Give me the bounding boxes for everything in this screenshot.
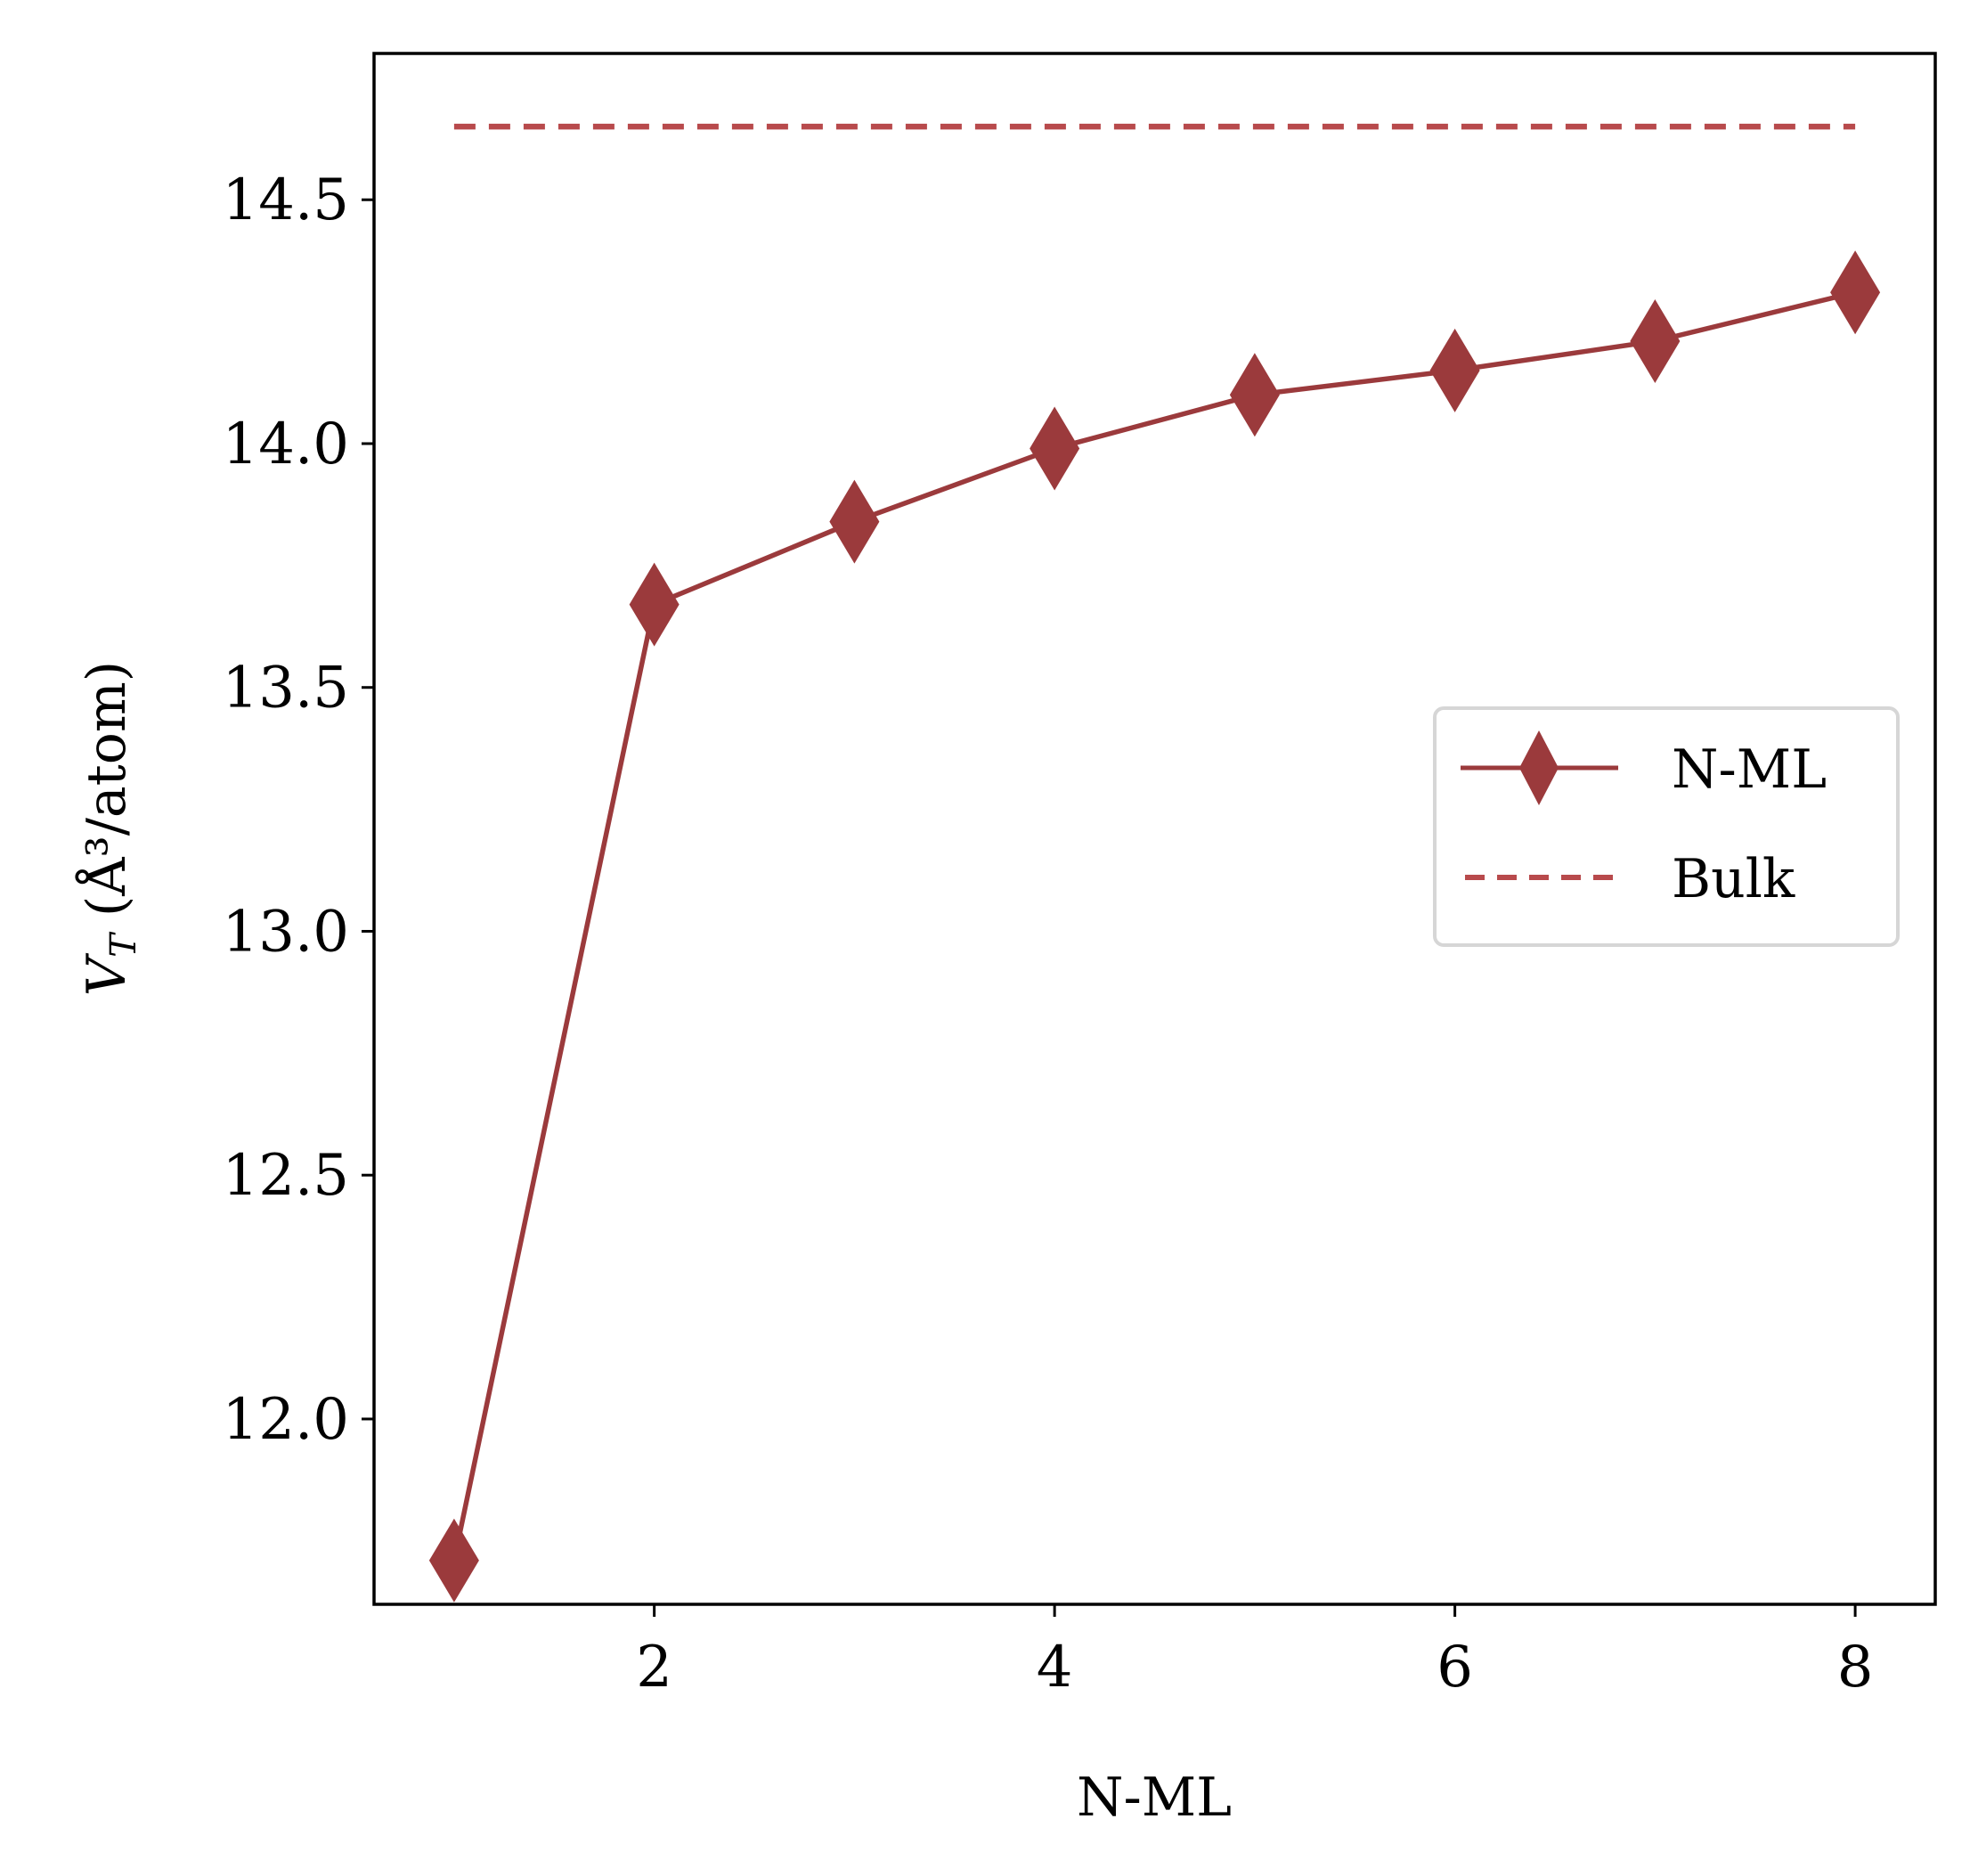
x-axis-label: N-ML bbox=[1077, 1766, 1232, 1829]
y-tick-label: 14.0 bbox=[223, 412, 350, 477]
y-tick-label: 13.0 bbox=[223, 899, 350, 965]
y-tick-label: 13.5 bbox=[223, 656, 350, 722]
x-tick-label: 4 bbox=[1037, 1635, 1073, 1701]
legend: N-ML Bulk bbox=[1435, 708, 1898, 945]
y-tick-label: 12.5 bbox=[223, 1143, 350, 1209]
y-axis-label-main: V bbox=[76, 952, 138, 996]
y-tick-label: 12.0 bbox=[223, 1387, 350, 1453]
legend-box bbox=[1435, 708, 1898, 945]
y-tick-label: 14.5 bbox=[223, 167, 350, 233]
x-tick-label: 6 bbox=[1437, 1635, 1473, 1701]
x-tick-label: 8 bbox=[1837, 1635, 1874, 1701]
legend-bulk-label: Bulk bbox=[1672, 848, 1795, 910]
y-axis-label-units: (Å³/atom) bbox=[75, 661, 138, 934]
y-axis-label-subscript: T bbox=[103, 931, 144, 958]
legend-nml-label: N-ML bbox=[1672, 738, 1827, 801]
x-tick-label: 2 bbox=[636, 1635, 672, 1701]
